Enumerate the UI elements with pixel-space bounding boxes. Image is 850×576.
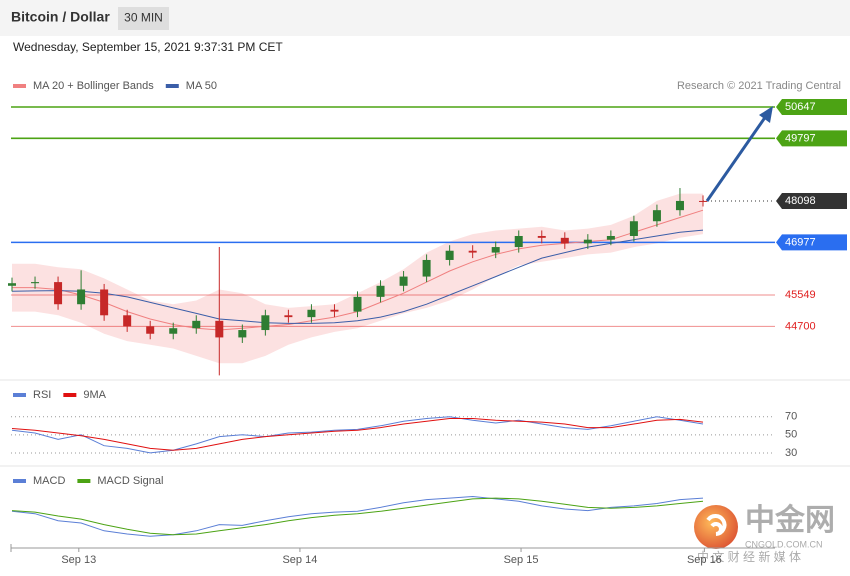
bollinger-band bbox=[12, 193, 703, 364]
candle-body bbox=[77, 289, 86, 305]
candle-body bbox=[192, 320, 201, 329]
legend-label: RSI bbox=[33, 389, 51, 401]
watermark-brand: 中金网 bbox=[745, 503, 835, 537]
candle-body bbox=[583, 239, 592, 244]
candle-body bbox=[307, 309, 316, 318]
candle-body bbox=[422, 259, 431, 277]
legend-swatch bbox=[13, 84, 26, 88]
candle-body bbox=[238, 330, 247, 338]
watermark-logo bbox=[694, 505, 738, 549]
indicator-line bbox=[11, 418, 704, 451]
candle-body bbox=[261, 315, 270, 331]
candle-body bbox=[330, 309, 339, 312]
level-label-box bbox=[776, 234, 847, 251]
projection-arrowhead bbox=[759, 106, 773, 123]
y-tick-label: 50 bbox=[785, 429, 797, 441]
candle-body bbox=[31, 282, 40, 284]
legend-label: MA 20 + Bollinger Bands bbox=[33, 80, 154, 92]
legend-swatch bbox=[13, 479, 26, 483]
candle-body bbox=[399, 276, 408, 286]
candle-body bbox=[491, 247, 500, 253]
candle-body bbox=[560, 237, 569, 244]
candle-body bbox=[537, 235, 546, 238]
watermark-tagline: 中 文 财 经 新 媒 体 bbox=[697, 549, 801, 564]
indicator-line bbox=[11, 416, 704, 454]
legend-swatch bbox=[165, 84, 179, 88]
level-label-box bbox=[776, 98, 847, 115]
candle-body bbox=[100, 289, 109, 316]
x-tick-label: Sep 14 bbox=[282, 554, 317, 566]
level-label-box bbox=[776, 193, 847, 210]
x-tick-label: Sep 15 bbox=[504, 554, 539, 566]
y-tick-label: 30 bbox=[785, 447, 797, 459]
legend-label: 9MA bbox=[83, 389, 106, 401]
candle-body bbox=[54, 282, 63, 305]
x-tick-label: Sep 16 bbox=[687, 554, 722, 566]
legend-swatch bbox=[63, 393, 77, 397]
candle-body bbox=[215, 320, 224, 338]
projection-arrow bbox=[705, 115, 768, 202]
plot: 50647 49797 48098 46977 45549 44700 MA 20 + Bo… bbox=[8, 80, 847, 566]
timeframe-badge[interactable] bbox=[118, 7, 169, 30]
level-label: 50647 bbox=[785, 101, 816, 113]
legend-label: MA 50 bbox=[186, 80, 217, 92]
indicator-line bbox=[11, 497, 704, 536]
legend-swatch bbox=[13, 393, 26, 397]
legend-label: MACD bbox=[33, 475, 65, 487]
candle-body bbox=[123, 315, 132, 327]
level-label: 45549 bbox=[785, 289, 816, 301]
candle-body bbox=[468, 250, 477, 253]
watermark-logo-mark bbox=[706, 514, 727, 536]
level-label: 49797 bbox=[785, 132, 816, 144]
candle-body bbox=[8, 283, 16, 286]
candle-body bbox=[445, 250, 454, 260]
candle-body bbox=[514, 235, 523, 248]
candle-body bbox=[652, 210, 661, 222]
candle-body bbox=[675, 200, 684, 211]
y-tick-label: 70 bbox=[785, 411, 797, 423]
legend-label: MACD Signal bbox=[97, 475, 163, 487]
indicator-line bbox=[11, 495, 704, 537]
candle-body bbox=[353, 296, 362, 312]
level-label: 44700 bbox=[785, 320, 816, 332]
level-label: 48098 bbox=[785, 195, 816, 207]
candle-body bbox=[606, 235, 615, 240]
candle-body bbox=[169, 328, 178, 334]
candle-body bbox=[699, 200, 707, 202]
candle-body bbox=[376, 285, 385, 297]
candle-body bbox=[284, 315, 293, 318]
level-label-box bbox=[776, 130, 847, 147]
timestamp: Wednesday, September 15, 2021 9:37:31 PM… bbox=[13, 40, 283, 54]
title: Bitcoin / Dollar bbox=[11, 9, 110, 25]
candle-body bbox=[146, 326, 155, 334]
level-label: 46977 bbox=[785, 236, 816, 248]
x-tick-label: Sep 13 bbox=[61, 554, 96, 566]
candle-body bbox=[629, 221, 638, 236]
credit: Research © 2021 Trading Central bbox=[677, 80, 841, 92]
watermark-site: CNGOLD.COM.CN bbox=[745, 539, 823, 549]
legend-swatch bbox=[77, 479, 91, 483]
timeframe[interactable]: 30 MIN bbox=[124, 11, 163, 25]
